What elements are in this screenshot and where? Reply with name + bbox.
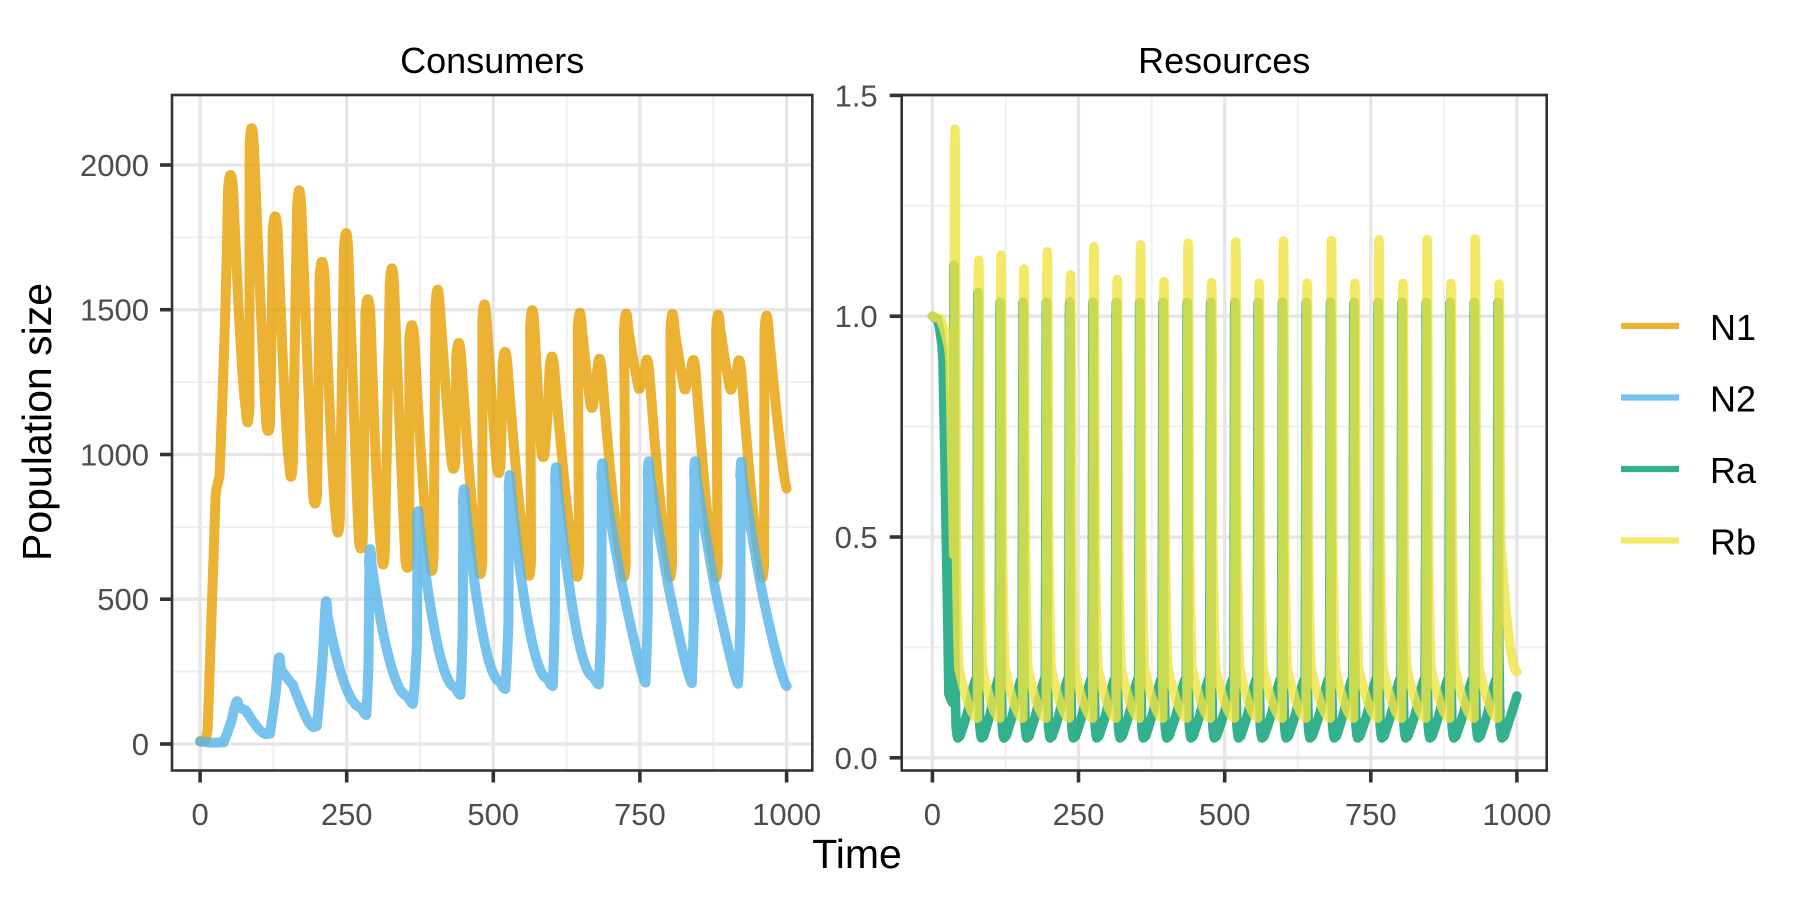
svg-text:Rb: Rb <box>1710 522 1756 563</box>
svg-text:Time: Time <box>812 831 902 877</box>
svg-text:0: 0 <box>191 797 208 832</box>
svg-text:0.0: 0.0 <box>835 741 878 776</box>
svg-text:500: 500 <box>1199 797 1251 832</box>
svg-text:1500: 1500 <box>80 293 149 328</box>
svg-text:Consumers: Consumers <box>400 40 584 81</box>
svg-text:0: 0 <box>132 727 149 762</box>
svg-text:1000: 1000 <box>752 797 821 832</box>
svg-text:0: 0 <box>924 797 941 832</box>
svg-text:Resources: Resources <box>1138 40 1310 81</box>
svg-text:1.5: 1.5 <box>835 78 878 113</box>
svg-text:Ra: Ra <box>1710 450 1757 491</box>
svg-text:Population size: Population size <box>14 283 60 561</box>
svg-text:750: 750 <box>1345 797 1397 832</box>
svg-text:1.0: 1.0 <box>835 299 878 334</box>
svg-text:2000: 2000 <box>80 148 149 183</box>
svg-text:0.5: 0.5 <box>835 520 878 555</box>
svg-text:N2: N2 <box>1710 379 1756 420</box>
svg-text:250: 250 <box>321 797 373 832</box>
svg-text:500: 500 <box>467 797 519 832</box>
svg-text:500: 500 <box>97 582 149 617</box>
svg-text:1000: 1000 <box>80 438 149 473</box>
svg-text:N1: N1 <box>1710 307 1756 348</box>
svg-text:250: 250 <box>1053 797 1105 832</box>
svg-text:1000: 1000 <box>1482 797 1551 832</box>
svg-text:750: 750 <box>614 797 666 832</box>
